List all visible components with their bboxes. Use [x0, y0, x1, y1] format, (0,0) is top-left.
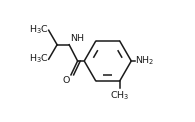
Text: NH: NH [70, 34, 84, 43]
Text: H$_3$C: H$_3$C [29, 24, 49, 36]
Text: CH$_3$: CH$_3$ [110, 89, 129, 102]
Text: O: O [63, 76, 70, 85]
Text: H$_3$C: H$_3$C [29, 53, 49, 65]
Text: NH$_2$: NH$_2$ [136, 55, 155, 67]
